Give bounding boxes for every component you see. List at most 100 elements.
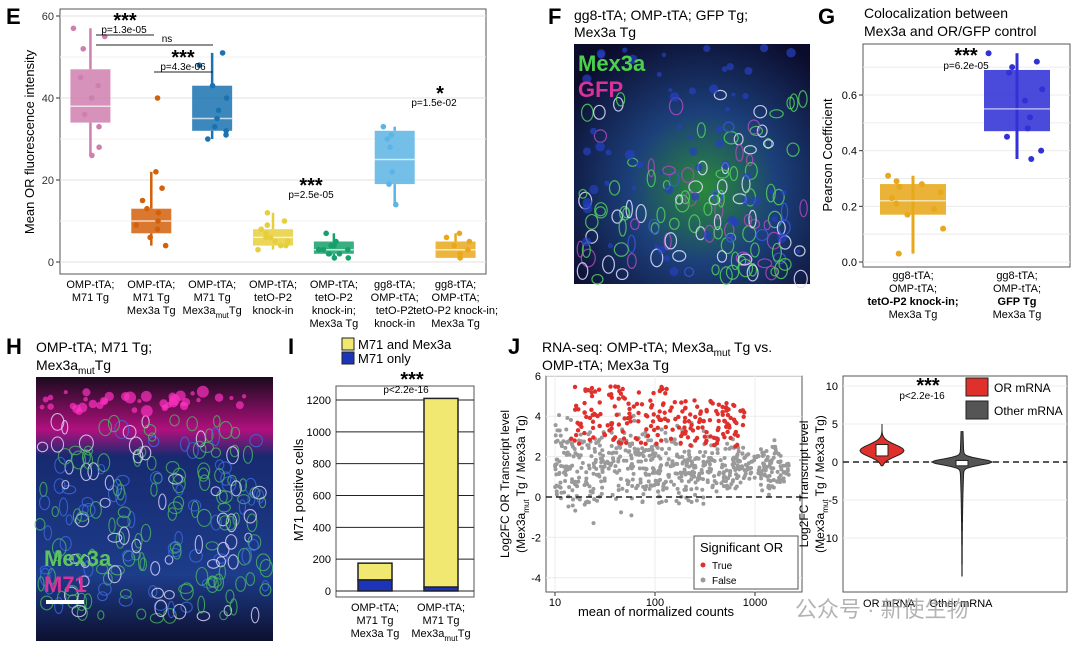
point-false (749, 470, 754, 475)
legend-dot-false (700, 577, 706, 583)
legend-m71-mex3a: M71 and Mex3a (358, 337, 452, 352)
cell (245, 572, 256, 586)
point-true (616, 422, 622, 427)
point-false (609, 444, 614, 449)
cell (772, 188, 785, 206)
point-false (643, 458, 648, 463)
point-false (627, 442, 632, 447)
point-true (655, 425, 660, 430)
point-false (554, 489, 559, 494)
point-false (557, 428, 562, 433)
nucleus (702, 230, 712, 240)
point-false (553, 433, 558, 438)
cell (696, 122, 706, 139)
box-body (374, 130, 415, 185)
point-false (570, 477, 575, 482)
point-false (684, 463, 689, 468)
cell (713, 226, 723, 240)
point-false (554, 492, 559, 497)
cell (218, 461, 232, 475)
point-false (624, 458, 629, 463)
box-e-1 (70, 25, 111, 159)
cell (585, 213, 599, 230)
point-false (694, 455, 699, 460)
legend-title-j: Significant OR (700, 540, 783, 555)
point-false (692, 474, 697, 479)
point-false (584, 479, 589, 484)
label-m71-h: M71 (44, 572, 87, 597)
point-true (636, 419, 641, 424)
point-true (616, 396, 621, 401)
data-point (144, 205, 150, 212)
sig-p-5: p=1.5e-02 (411, 98, 457, 109)
cell (744, 161, 758, 180)
point-true (596, 387, 602, 392)
data-point (918, 181, 925, 188)
point-false (558, 480, 563, 485)
data-point (155, 218, 161, 224)
point-false (663, 430, 668, 435)
point-true (694, 435, 700, 441)
point-false (603, 461, 608, 466)
data-point (81, 111, 88, 118)
point-true (575, 428, 581, 433)
point-false (583, 500, 588, 505)
cell (158, 493, 167, 510)
cell (81, 449, 91, 465)
cell (249, 433, 263, 448)
ytick-label-i: 1200 (307, 395, 331, 407)
point-true (726, 423, 732, 428)
cell (218, 490, 233, 504)
cell (72, 553, 83, 565)
point-true (714, 441, 720, 446)
box-g-1 (880, 172, 947, 257)
data-point (223, 95, 230, 101)
point-false (746, 452, 751, 457)
cell (625, 199, 633, 219)
point-false (747, 476, 752, 481)
point-false (589, 454, 594, 459)
cell (196, 508, 212, 527)
point-false (558, 464, 563, 469)
point-true (665, 418, 671, 423)
point-true (572, 438, 577, 443)
point-false (592, 464, 597, 469)
point-false (553, 464, 558, 469)
point-false (680, 454, 685, 459)
cell (148, 585, 158, 598)
m71-signal (39, 404, 45, 410)
point-false (659, 447, 664, 452)
ytick-label-j: 0 (535, 492, 541, 504)
xlabel-i-1a: OMP-tTA; (351, 602, 399, 614)
point-false (557, 413, 562, 418)
point-true (655, 432, 660, 438)
cell (71, 450, 86, 470)
point-false (701, 460, 706, 465)
point-false (679, 478, 684, 483)
point-false (736, 449, 741, 454)
point-true (609, 392, 614, 397)
m71-signal (196, 397, 201, 403)
point-false (629, 513, 634, 518)
point-false (597, 443, 602, 448)
cell (680, 190, 691, 205)
point-false (710, 451, 715, 456)
point-false (584, 476, 589, 481)
point-false (578, 432, 583, 437)
point-false (658, 465, 663, 470)
data-point (80, 46, 87, 52)
cell (237, 494, 251, 505)
cell (205, 428, 214, 443)
point-false (712, 474, 717, 479)
data-point (893, 178, 900, 185)
cell (192, 440, 207, 459)
point-true (592, 389, 598, 394)
point-false (672, 437, 677, 442)
point-false (602, 464, 607, 469)
nucleus (669, 267, 679, 276)
nucleus (636, 161, 644, 169)
cells-h (34, 385, 274, 624)
cell (143, 423, 157, 437)
cell (172, 495, 185, 510)
point-true (576, 441, 582, 446)
